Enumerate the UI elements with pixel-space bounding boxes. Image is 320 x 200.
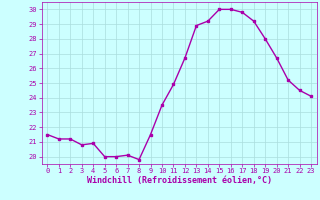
- X-axis label: Windchill (Refroidissement éolien,°C): Windchill (Refroidissement éolien,°C): [87, 176, 272, 185]
